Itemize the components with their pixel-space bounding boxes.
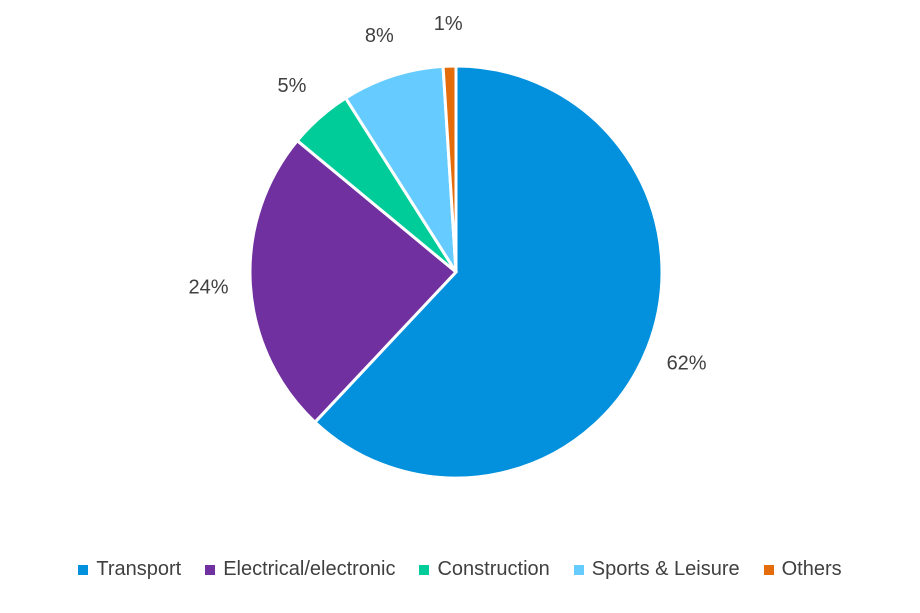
legend-item-sports-leisure: Sports & Leisure bbox=[573, 558, 740, 581]
data-label-electrical-electronic: 24% bbox=[188, 277, 228, 299]
legend-item-transport: Transport bbox=[78, 558, 181, 581]
data-label-construction: 5% bbox=[278, 75, 307, 97]
legend-item-electrical-electronic: Electrical/electronic bbox=[205, 558, 395, 581]
data-label-transport: 62% bbox=[667, 352, 707, 374]
legend-label: Construction bbox=[437, 558, 550, 580]
data-label-sports-leisure: 8% bbox=[365, 25, 394, 47]
pie-slice-transport bbox=[312, 64, 664, 480]
data-label-others: 1% bbox=[434, 13, 463, 35]
legend-label: Others bbox=[781, 558, 842, 580]
legend: Transport Electrical/electronic Constructi… bbox=[0, 558, 920, 581]
pie-slice-others bbox=[441, 64, 458, 273]
legend-item-construction: Construction bbox=[419, 558, 550, 581]
legend-swatch-sports-leisure bbox=[573, 564, 584, 575]
pie-slice-sports-leisure bbox=[343, 64, 458, 273]
legend-swatch-electrical-electronic bbox=[205, 564, 216, 575]
legend-label: Electrical/electronic bbox=[223, 558, 396, 580]
legend-label: Transport bbox=[96, 558, 182, 580]
pie-slice-electrical-electronic bbox=[248, 138, 459, 425]
legend-swatch-construction bbox=[419, 564, 430, 575]
pie-slices bbox=[248, 64, 664, 480]
data-labels: 62% 24% 5% 8% 1% bbox=[188, 13, 706, 374]
legend-swatch-transport bbox=[78, 564, 89, 575]
legend-swatch-others bbox=[763, 564, 774, 575]
legend-label: Sports & Leisure bbox=[591, 558, 740, 580]
legend-item-others: Others bbox=[763, 558, 842, 581]
